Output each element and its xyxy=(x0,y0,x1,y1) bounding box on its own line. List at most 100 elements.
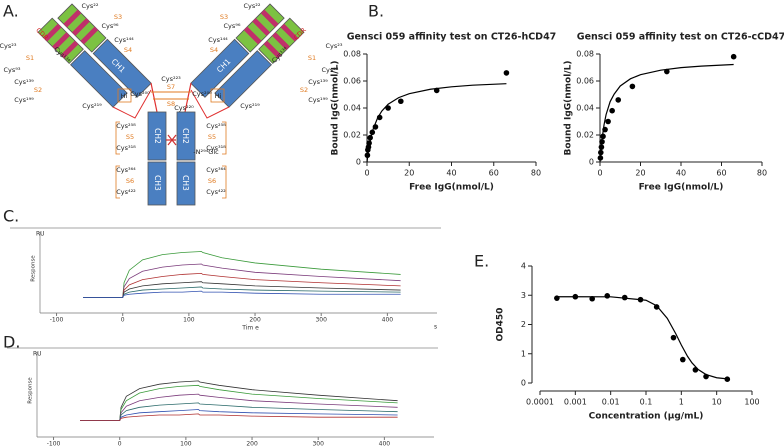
data-point xyxy=(730,53,737,60)
glycan-mark xyxy=(167,134,176,146)
data-point xyxy=(629,83,636,90)
antibody-label: Cys²¹⁹ xyxy=(240,102,260,110)
chart-title: Gensci 059 affinity test on CT26-hCD47 xyxy=(347,32,557,43)
data-point xyxy=(609,107,615,114)
data-point xyxy=(599,138,605,145)
x-tick-label: 0.01 xyxy=(602,398,620,407)
data-point xyxy=(703,373,709,380)
x-tick-label: 300 xyxy=(312,441,324,447)
antibody-label: Hi xyxy=(121,92,128,100)
x-tick-label: 0 xyxy=(118,441,122,447)
y-tick-label: 0.06 xyxy=(576,77,594,86)
sensorgram xyxy=(80,384,398,421)
y-tick-label: 0 xyxy=(589,158,594,167)
antibody-label: S6 xyxy=(208,177,216,185)
x-axis-label: Free IgG(nmol/L) xyxy=(409,183,494,193)
data-point xyxy=(372,124,379,130)
x-tick-label: 40 xyxy=(676,169,686,178)
data-point xyxy=(364,152,371,159)
data-point xyxy=(598,149,604,156)
ch2-domain xyxy=(176,111,196,161)
antibody-label: Cys¹³⁹ xyxy=(14,78,34,86)
antibody-label: Cys²⁵⁸ xyxy=(116,122,136,130)
antibody-label: Cys³¹⁸ xyxy=(116,144,136,152)
x-tick-label: 0 xyxy=(597,169,602,178)
antibody-label: Cys²¹⁹ xyxy=(82,102,102,110)
antibody-label: Cys⁴²² xyxy=(116,188,136,196)
data-point xyxy=(605,118,611,125)
y-tick-label: 0.06 xyxy=(343,77,361,86)
data-point xyxy=(598,144,605,150)
data-point xyxy=(433,87,440,94)
x-tick-label: 0.1 xyxy=(640,398,653,407)
antibody-label: S8 xyxy=(167,100,175,108)
y-tick-label: 0 xyxy=(356,158,361,167)
y-tick-label: 0.08 xyxy=(576,50,594,59)
x-tick-label: 300 xyxy=(315,317,327,324)
antibody-label: Hi xyxy=(215,92,222,100)
antibody-label: Cys²⁰⁰ xyxy=(130,90,150,98)
sensorgram xyxy=(83,263,401,298)
data-point xyxy=(692,367,699,373)
antibody-label: Cys¹³⁹ xyxy=(308,78,328,86)
antibody-label: CH2 xyxy=(181,128,190,144)
y-tick-label: 0.02 xyxy=(576,131,594,140)
fit-curve xyxy=(599,63,734,163)
x-tick-label: 20 xyxy=(635,169,645,178)
antibody-label: CH2 xyxy=(153,128,162,144)
x-unit-label: s xyxy=(434,324,437,331)
sensorgram xyxy=(83,286,401,298)
data-point xyxy=(604,293,611,299)
y-axis-label: Response xyxy=(31,255,37,282)
y-axis-label: Bound IgG(nmol/L) xyxy=(564,61,574,156)
y-axis-label: Response xyxy=(28,377,34,404)
data-point xyxy=(572,293,579,300)
antibody-label: S2 xyxy=(300,86,308,94)
data-point xyxy=(615,97,622,103)
sensorgram xyxy=(83,272,401,298)
antibody-label: Cys⁹⁶ xyxy=(102,22,119,30)
antibody-label: Cys⁴²² xyxy=(206,188,226,196)
antibody-label: S1 xyxy=(26,54,34,62)
data-point xyxy=(366,140,372,146)
x-tick-label: 1 xyxy=(679,398,684,407)
ch2-domain xyxy=(147,111,167,161)
data-point xyxy=(369,129,376,136)
antibody-label: Cys³⁶⁴ xyxy=(206,166,226,174)
antibody-label: S2 xyxy=(34,86,42,94)
antibody-label: Cys¹⁴⁴ xyxy=(208,36,228,44)
y-tick-label: 0.08 xyxy=(343,50,361,59)
x-tick-label: 100 xyxy=(180,441,192,447)
panel-label: E. xyxy=(474,252,489,271)
x-tick-label: 400 xyxy=(382,317,394,324)
antibody-label: Cys¹⁹⁹ xyxy=(14,96,34,104)
data-point xyxy=(597,155,604,161)
y-tick-label: 1 xyxy=(521,349,526,358)
sensorgram xyxy=(80,402,398,421)
x-tick-label: 60 xyxy=(489,169,499,178)
antibody-label: Cys²⁵⁸ xyxy=(206,122,226,130)
y-tick-label: 4 xyxy=(521,262,526,271)
antibody-label: Cys²²⁰ xyxy=(174,104,194,112)
data-point xyxy=(600,133,606,140)
x-tick-label: 80 xyxy=(757,169,767,178)
antibody-label: CH3 xyxy=(153,175,162,191)
fab-arm xyxy=(37,3,158,199)
x-axis-label: Concentration (μg/mL) xyxy=(589,412,704,422)
antibody-label: -N²⁹⁴Glc xyxy=(193,148,219,156)
sensorgram xyxy=(83,281,401,298)
sensorgram xyxy=(80,409,398,421)
data-point xyxy=(664,68,670,75)
chart-title: Gensci 059 affinity test on CT26-cCD47 xyxy=(577,32,784,43)
y-tick-label: 0 xyxy=(521,379,526,388)
antibody-label: Cys⁹⁶ xyxy=(224,22,241,30)
data-point xyxy=(653,304,660,310)
sensorgram xyxy=(80,380,398,421)
data-point xyxy=(385,105,391,111)
unit-label: RU xyxy=(33,351,42,358)
antibody-label: S6 xyxy=(126,177,134,185)
sensorgram xyxy=(80,413,398,421)
x-tick-label: 0.0001 xyxy=(526,398,554,407)
data-point xyxy=(367,134,373,141)
